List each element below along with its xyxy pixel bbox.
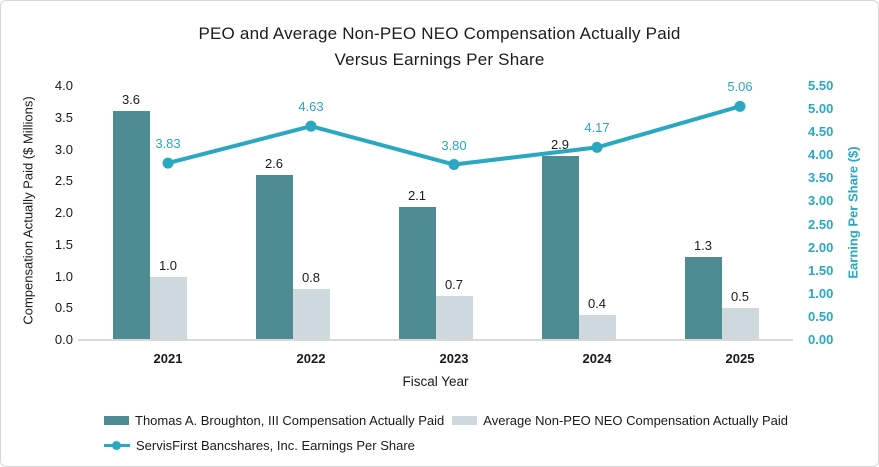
eps-data-point — [591, 141, 603, 153]
right-axis-tick: 1.50 — [808, 262, 834, 278]
legend-swatch-icon — [452, 415, 478, 425]
bar-value-label: 1.3 — [693, 238, 713, 254]
bar-series-0 — [112, 111, 150, 340]
right-axis-tick: 3.50 — [808, 170, 834, 186]
bar-series-0 — [541, 155, 579, 340]
right-axis-tick: 2.50 — [808, 216, 834, 232]
chart-title: PEO and Average Non-PEO NEO Compensation… — [1, 21, 878, 73]
right-axis-tick: 4.00 — [808, 147, 834, 163]
eps-data-point — [734, 100, 746, 112]
x-axis-tick: 2025 — [725, 351, 755, 366]
bar-series-0 — [684, 257, 722, 340]
bar-series-1 — [578, 314, 616, 340]
x-axis-title: Fiscal Year — [402, 374, 469, 389]
x-axis-tick: 2024 — [582, 351, 612, 366]
line-value-label: 3.80 — [441, 137, 467, 153]
x-axis-line — [78, 339, 793, 341]
bar-series-0 — [255, 174, 293, 340]
right-axis-tick: 0.00 — [808, 332, 834, 347]
bar-value-label: 1.0 — [158, 257, 178, 273]
eps-data-point — [448, 159, 460, 171]
left-axis-tick: 3.0 — [54, 141, 73, 157]
left-axis-tick: 4.0 — [54, 78, 73, 93]
bar-series-0 — [398, 206, 436, 340]
left-axis-tick: 1.0 — [54, 268, 73, 284]
bar-series-1 — [435, 295, 473, 340]
x-axis-tick: 2022 — [296, 351, 326, 366]
x-axis-tick: 2021 — [153, 351, 183, 366]
legend-item-series-0: Thomas A. Broughton, III Compensation Ac… — [104, 413, 444, 428]
legend: Thomas A. Broughton, III Compensation Ac… — [104, 411, 796, 461]
legend-item-series-1: Average Non-PEO NEO Compensation Actuall… — [452, 413, 788, 428]
x-axis-tick: 2023 — [439, 351, 469, 366]
bar-value-label: 0.7 — [444, 276, 464, 292]
right-axis-tick: 5.50 — [808, 78, 834, 93]
bar-series-1 — [149, 276, 187, 340]
line-value-label: 5.06 — [727, 79, 753, 95]
bar-value-label: 0.8 — [301, 270, 321, 286]
right-axis-tick: 2.00 — [808, 239, 834, 255]
legend-label: Thomas A. Broughton, III Compensation Ac… — [135, 412, 445, 428]
legend-item-series-2: ServisFirst Bancshares, Inc. Earnings Pe… — [104, 438, 415, 453]
right-axis-tick: 4.50 — [808, 124, 834, 140]
left-axis-tick: 1.5 — [54, 236, 73, 252]
line-value-label: 4.17 — [584, 120, 610, 136]
bar-value-label: 2.1 — [407, 187, 427, 203]
left-axis-tick: 0.0 — [54, 332, 73, 347]
bar-value-label: 0.4 — [587, 295, 607, 311]
right-axis-tick: 0.50 — [808, 308, 834, 324]
legend-row: ServisFirst Bancshares, Inc. Earnings Pe… — [104, 436, 796, 454]
bar-value-label: 3.6 — [121, 92, 141, 108]
legend-label: ServisFirst Bancshares, Inc. Earnings Pe… — [136, 437, 415, 453]
legend-row: Thomas A. Broughton, III Compensation Ac… — [104, 411, 796, 429]
eps-data-point — [305, 120, 317, 132]
legend-line-icon — [104, 440, 130, 450]
left-axis-tick: 2.0 — [54, 205, 73, 220]
line-value-label: 4.63 — [298, 99, 324, 115]
bar-series-1 — [292, 289, 330, 340]
chart-title-line1: PEO and Average Non-PEO NEO Compensation… — [198, 24, 681, 43]
bar-value-label: 2.6 — [264, 155, 284, 171]
eps-data-point — [162, 157, 174, 169]
right-axis-tick: 1.00 — [808, 285, 834, 301]
bar-value-label: 0.5 — [730, 289, 750, 305]
bar-series-1 — [721, 308, 759, 340]
legend-swatch-icon — [104, 415, 129, 425]
right-axis-tick: 3.00 — [808, 193, 834, 209]
left-axis-tick: 0.5 — [54, 300, 73, 316]
left-axis-tick: 2.5 — [54, 173, 73, 189]
legend-line-marker — [112, 440, 121, 450]
line-value-label: 3.83 — [155, 136, 181, 152]
legend-label: Average Non-PEO NEO Compensation Actuall… — [483, 412, 788, 428]
right-axis-tick: 5.00 — [808, 101, 834, 117]
bar-value-label: 2.9 — [550, 136, 570, 152]
left-axis-tick: 3.5 — [54, 109, 73, 125]
chart-title-line2: Versus Earnings Per Share — [334, 50, 545, 69]
